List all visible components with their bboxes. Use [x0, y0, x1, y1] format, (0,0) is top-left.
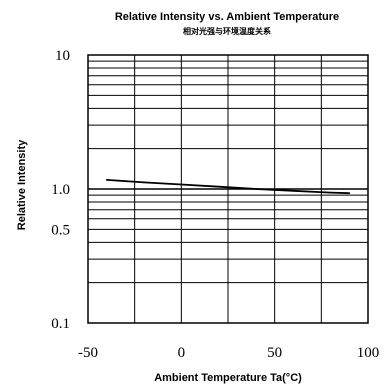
x-tick-label: 50 — [267, 345, 282, 361]
chart-title: Relative Intensity vs. Ambient Temperatu… — [115, 11, 339, 23]
data-point — [329, 191, 332, 194]
series-line — [106, 179, 350, 195]
x-tick-label: -50 — [78, 345, 98, 361]
x-axis-label: Ambient Temperature Ta(°C) — [154, 372, 302, 384]
y-tick-label: 1.0 — [51, 182, 70, 198]
y-tick-label: 10 — [55, 48, 70, 64]
y-axis: 10 1.0 0.5 0.1 — [51, 48, 70, 332]
data-point — [292, 189, 295, 192]
y-axis-label: Relative Intensity — [16, 139, 28, 230]
x-axis: -50 0 50 100 — [78, 345, 379, 361]
grid — [88, 55, 368, 323]
series-layer — [105, 179, 351, 195]
x-tick-label: 0 — [178, 345, 186, 361]
data-point — [143, 181, 145, 184]
plot-area — [87, 54, 369, 324]
y-tick-label: 0.5 — [51, 222, 70, 238]
chart-subtitle: 相对光强与环境温度关系 — [183, 26, 271, 36]
data-point — [217, 185, 220, 188]
y-tick-label: 0.1 — [51, 316, 70, 332]
data-point — [255, 188, 257, 190]
data-point — [180, 183, 183, 186]
x-tick-label: 100 — [357, 345, 380, 361]
data-point — [348, 192, 351, 195]
data-point — [105, 179, 108, 181]
